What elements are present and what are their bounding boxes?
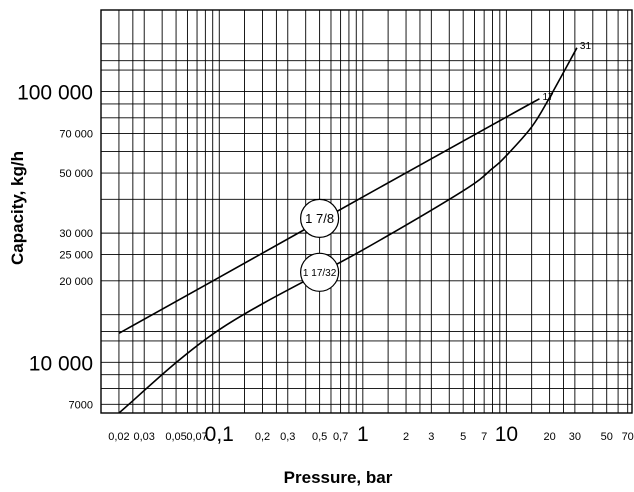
x-tick-label: 7: [481, 431, 487, 443]
y-tick-label: 100 000: [17, 82, 93, 105]
series-labels: 1 7/8 1 17/32: [300, 198, 340, 292]
series-label-text: 1 7/8: [305, 211, 334, 226]
series-label-text: 1 17/32: [303, 268, 337, 279]
y-tick-label: 70 000: [59, 128, 93, 140]
y-tick-labels: 7000 10 000 20 000 25 000 30 000 50 000 70 000…: [17, 82, 93, 412]
series-label-circle: [300, 252, 340, 292]
x-axis-title: Pressure, bar: [284, 468, 393, 487]
plot-frame: [100, 9, 633, 414]
x-tick-label: 0,3: [280, 431, 295, 443]
x-tick-label: 3: [428, 431, 434, 443]
x-tick-label: 0,05: [165, 431, 186, 443]
y-tick-label: 30 000: [59, 228, 93, 240]
y-tick-label: 20 000: [59, 276, 93, 288]
x-tick-label: 0,07: [186, 431, 207, 443]
x-tick-label: 20: [543, 431, 555, 443]
x-tick-label: 0,03: [133, 431, 154, 443]
x-tick-label: 0,7: [333, 431, 348, 443]
x-tick-label: 10: [495, 423, 518, 446]
y-tick-label: 7000: [69, 399, 93, 411]
horizontal-gridlines: [101, 9, 632, 414]
series-line-2: [118, 47, 578, 414]
series-end-label-1: 17: [542, 92, 554, 103]
x-tick-label: 0,02: [108, 431, 129, 443]
x-tick-label: 30: [569, 431, 581, 443]
y-tick-label: 50 000: [59, 168, 93, 180]
x-tick-label: 1: [357, 423, 369, 446]
y-tick-label: 25 000: [59, 250, 93, 262]
vertical-gridlines: [100, 10, 633, 413]
y-tick-label: 10 000: [29, 352, 93, 375]
x-tick-label: 0,5: [312, 431, 327, 443]
x-tick-label: 2: [403, 431, 409, 443]
x-tick-label: 70: [622, 431, 634, 443]
x-tick-label: 5: [460, 431, 466, 443]
x-tick-label: 0,1: [205, 423, 234, 446]
x-tick-label: 50: [601, 431, 613, 443]
x-tick-labels: 0,02 0,03 0,05 0,070,1 0,2 0,3 0,5 0,7 1 2 3 5 7 10 20…: [108, 423, 634, 446]
series-end-label-2: 31: [580, 41, 592, 52]
y-axis-title: Capacity, kg/h: [8, 151, 27, 265]
x-tick-label: 0,2: [255, 431, 270, 443]
series-label-circle: [300, 198, 340, 238]
series-line-1: [118, 98, 540, 334]
